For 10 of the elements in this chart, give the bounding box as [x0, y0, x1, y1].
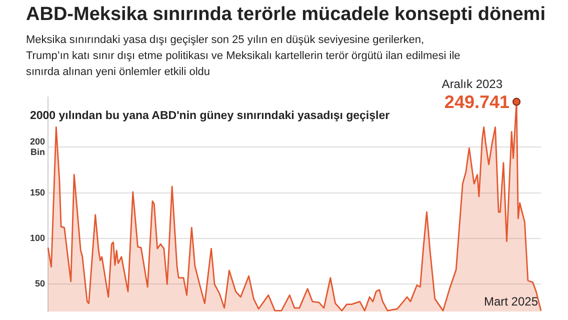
text: Aralık 2023	[442, 76, 503, 91]
y-tick-label: 150	[30, 187, 45, 198]
chart-title: ABD-Meksika sınırında terörle mücadele konsepti dönemi	[26, 4, 546, 26]
y-tick-label: 200 Bin	[30, 136, 45, 158]
chart-subtitle: Meksika sınırındaki yasa dışı geçişler son 25 yılın en düşük seviyesine gerilerken, Trump’ın katı sınır dışı etme politikası ve Meksikalı kartellerin terör örgütü ilan edilmesi ile sınırda alınan yeni önlemler etkili oldu	[26, 34, 460, 78]
data-label: 249.741	[444, 92, 510, 112]
annotation: Mart 2025	[484, 294, 538, 309]
y-tick-label: 100	[30, 233, 45, 244]
y-tick-label: 50	[34, 278, 45, 289]
y-axis-title: 2000 yılından bu yana ABD'nin güney sınırındaki yasadışı geçişler	[30, 110, 390, 122]
